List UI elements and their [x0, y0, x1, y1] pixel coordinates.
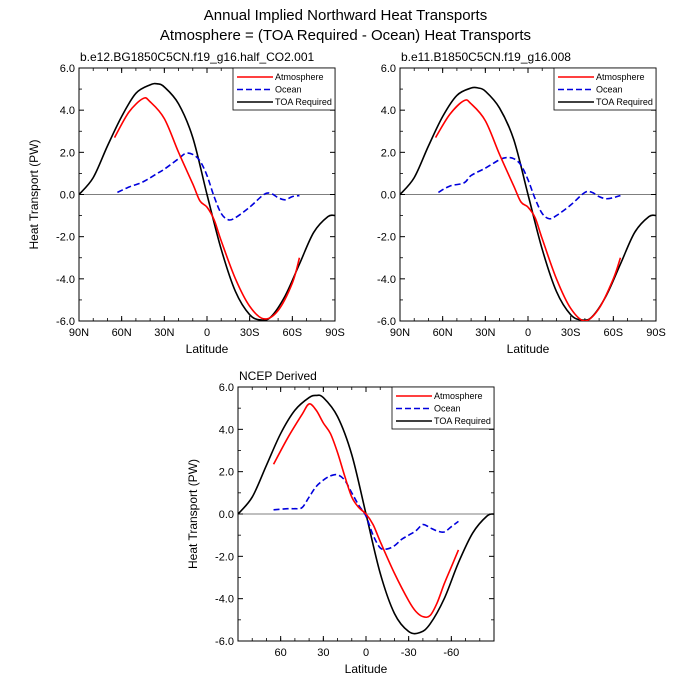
series-ocean: [273, 473, 459, 551]
y-tick-label: 0.0: [381, 190, 396, 202]
legend-label: Atmosphere: [275, 72, 324, 82]
y-tick-label: -4.0: [377, 274, 396, 286]
y-tick-label: -6.0: [56, 316, 75, 328]
y-tick-label: 4.0: [219, 424, 234, 436]
series-atmosphere: [434, 99, 622, 321]
y-tick-label: -6.0: [377, 316, 396, 328]
legend-label: TOA Required: [275, 97, 332, 107]
x-tick-label: -30: [401, 647, 417, 659]
series-ocean: [117, 152, 300, 221]
legend-label: Ocean: [434, 404, 461, 414]
chart-panel-1: -6.0 -4.0 -2.0 0.0 2.0 4.0 6.0 90N 60N 30N 0 30S 60S…: [27, 50, 345, 356]
series-ocean: [437, 156, 621, 220]
legend-label: Atmosphere: [596, 72, 645, 82]
figure-subtitle: Atmosphere = (TOA Required - Ocean) Heat…: [160, 27, 531, 44]
y-tick-label: 2.0: [60, 147, 75, 159]
y-axis-label: Heat Transport (PW): [27, 139, 41, 249]
x-tick-label: 60S: [604, 327, 624, 339]
y-tick-label: -2.0: [56, 232, 75, 244]
x-axis-label: Latitude: [507, 342, 550, 356]
legend-label: Ocean: [596, 85, 623, 95]
legend-label: TOA Required: [596, 97, 653, 107]
panel-title: b.e12.BG1850C5CN.f19_g16.half_CO2.001: [80, 50, 314, 64]
x-tick-label: 30: [317, 647, 329, 659]
legend-label: Atmosphere: [434, 391, 483, 401]
y-tick-label: 6.0: [381, 63, 396, 75]
x-axis-label: Latitude: [186, 342, 229, 356]
y-tick-label: -4.0: [215, 594, 234, 606]
y-tick-label: 4.0: [381, 105, 396, 117]
y-tick-label: 0.0: [60, 190, 75, 202]
y-tick-label: 4.0: [60, 105, 75, 117]
legend-label: TOA Required: [434, 416, 491, 426]
series-toa-required: [79, 82, 335, 321]
x-tick-label: 60S: [283, 327, 303, 339]
x-tick-label: 0: [204, 327, 210, 339]
x-tick-label: 30S: [240, 327, 260, 339]
y-tick-label: -4.0: [56, 274, 75, 286]
chart-panel-2: -6.0 -4.0 -2.0 0.0 2.0 4.0 6.0 90N 60N 30N 0 30S 60S…: [377, 50, 666, 356]
y-tick-label: 6.0: [60, 63, 75, 75]
y-tick-label: 6.0: [219, 382, 234, 394]
x-tick-label: 30N: [154, 327, 174, 339]
x-tick-label: 0: [525, 327, 531, 339]
y-tick-label: -2.0: [215, 551, 234, 563]
x-tick-label: 0: [363, 647, 369, 659]
y-tick-label: -6.0: [215, 636, 234, 648]
series-atmosphere: [113, 97, 301, 320]
x-tick-label: 60N: [112, 327, 132, 339]
x-tick-label: 90S: [325, 327, 345, 339]
panel-title: b.e11.B1850C5CN.f19_g16.008: [401, 50, 571, 64]
x-tick-label: 60N: [433, 327, 453, 339]
series-toa-required: [400, 86, 656, 321]
y-axis-label: Heat Transport (PW): [186, 459, 200, 569]
x-tick-label: 30N: [475, 327, 495, 339]
legend-label: Ocean: [275, 85, 302, 95]
panel-title: NCEP Derived: [239, 369, 317, 383]
y-tick-label: 2.0: [219, 467, 234, 479]
x-tick-label: 30S: [561, 327, 581, 339]
y-tick-label: 0.0: [219, 509, 234, 521]
series-atmosphere: [272, 403, 460, 619]
x-tick-label: -60: [443, 647, 459, 659]
x-tick-label: 90N: [69, 327, 89, 339]
y-tick-label: 2.0: [381, 147, 396, 159]
x-tick-label: 90S: [646, 327, 666, 339]
chart-panel-3: -6.0 -4.0 -2.0 0.0 2.0 4.0 6.0 60 30 0 -30 -60 Latit…: [186, 369, 495, 676]
x-tick-label: 60: [275, 647, 287, 659]
y-tick-label: -2.0: [377, 232, 396, 244]
figure-title: Annual Implied Northward Heat Transports: [204, 7, 487, 24]
x-tick-label: 90N: [390, 327, 410, 339]
x-axis-label: Latitude: [345, 662, 388, 676]
